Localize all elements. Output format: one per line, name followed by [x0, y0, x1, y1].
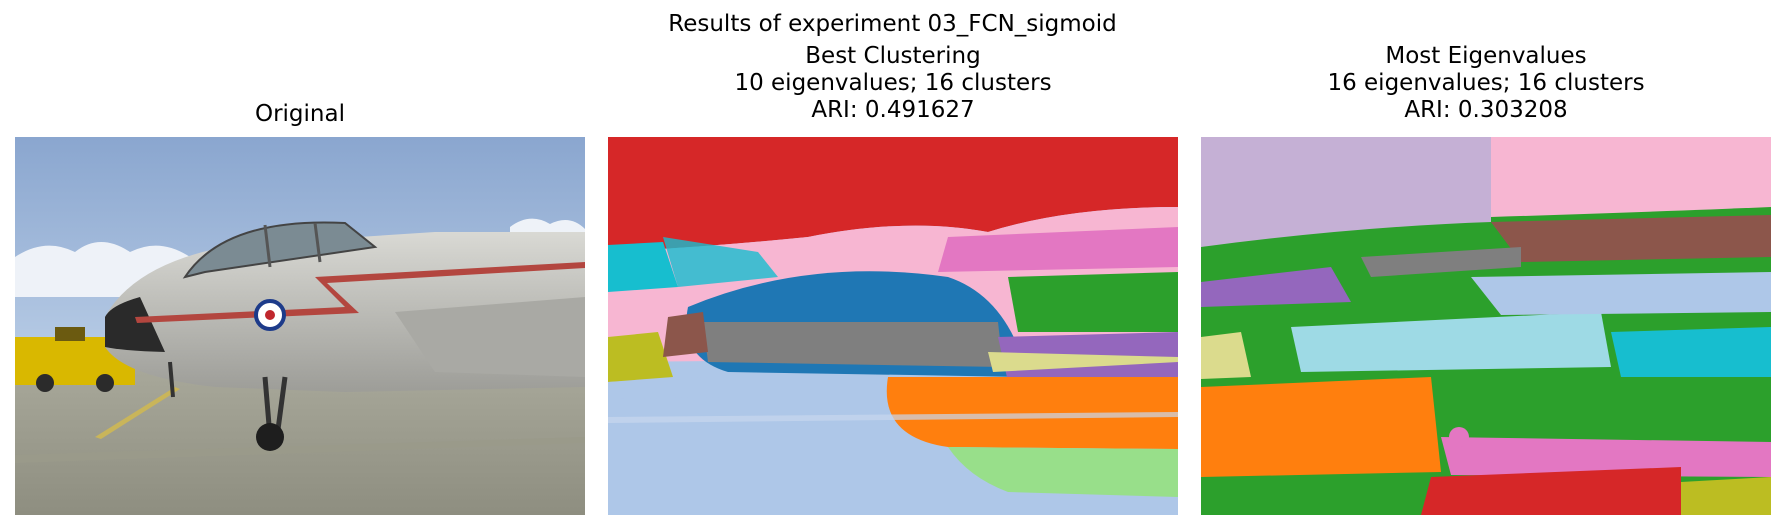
cluster-region — [1611, 327, 1771, 377]
cluster-region — [608, 137, 1178, 252]
original-image — [15, 137, 585, 515]
wheel — [256, 423, 284, 451]
best-clustering-image — [608, 137, 1178, 515]
cluster-region — [608, 242, 678, 292]
title-line: ARI: 0.303208 — [1404, 97, 1568, 123]
panel-original-title: Original — [15, 101, 585, 128]
cluster-region — [948, 447, 1178, 497]
cluster-region — [608, 412, 1178, 423]
cluster-region — [1201, 137, 1491, 247]
panel-original: Original — [15, 0, 585, 532]
title-line: Original — [254, 101, 345, 127]
tarmac-line — [95, 387, 180, 439]
title-line: 16 eigenvalues; 16 clusters — [1327, 70, 1645, 96]
cluster-region — [886, 377, 1178, 449]
cluster-region — [1441, 437, 1771, 477]
cluster-region — [938, 227, 1178, 272]
tarmac-stripe — [15, 437, 585, 463]
cluster-region — [988, 352, 1178, 372]
cluster-region — [1681, 477, 1771, 515]
cluster-region — [703, 322, 1003, 367]
cluster-region — [608, 332, 673, 382]
cluster-region — [1421, 467, 1681, 515]
cluster-region — [1491, 137, 1771, 217]
cluster-region — [1008, 272, 1178, 332]
title-line: ARI: 0.491627 — [811, 97, 975, 123]
most-eigenvalues-image — [1201, 137, 1771, 515]
cluster-region — [1201, 332, 1251, 379]
cluster-region — [1201, 377, 1441, 477]
cluster-region — [1201, 267, 1351, 307]
canopy — [182, 221, 378, 279]
cluster-region — [1449, 427, 1469, 447]
wing — [395, 297, 585, 377]
red-stripe — [135, 262, 585, 323]
cluster-region — [1291, 312, 1611, 372]
title-line: 10 eigenvalues; 16 clusters — [734, 70, 1052, 96]
panel-best-clustering-title: Best Clustering 10 eigenvalues; 16 clust… — [608, 43, 1178, 124]
title-line: Most Eigenvalues — [1385, 43, 1587, 69]
panel-most-eigenvalues-title: Most Eigenvalues 16 eigenvalues; 16 clus… — [1201, 43, 1771, 124]
panel-most-eigenvalues: Most Eigenvalues 16 eigenvalues; 16 clus… — [1201, 0, 1771, 532]
cluster-region — [1471, 272, 1771, 315]
figure-title: Results of experiment 03_FCN_sigmoid — [668, 11, 1117, 37]
title-line: Best Clustering — [805, 43, 981, 69]
cluster-region — [1361, 247, 1521, 277]
aircraft-nose — [105, 297, 165, 352]
cluster-region — [663, 312, 708, 357]
cluster-region — [663, 237, 778, 287]
panel-best-clustering: Best Clustering 10 eigenvalues; 16 clust… — [608, 0, 1178, 532]
canopy-frame — [263, 222, 322, 268]
cluster-region — [1491, 215, 1771, 262]
cluster-region — [608, 377, 728, 399]
